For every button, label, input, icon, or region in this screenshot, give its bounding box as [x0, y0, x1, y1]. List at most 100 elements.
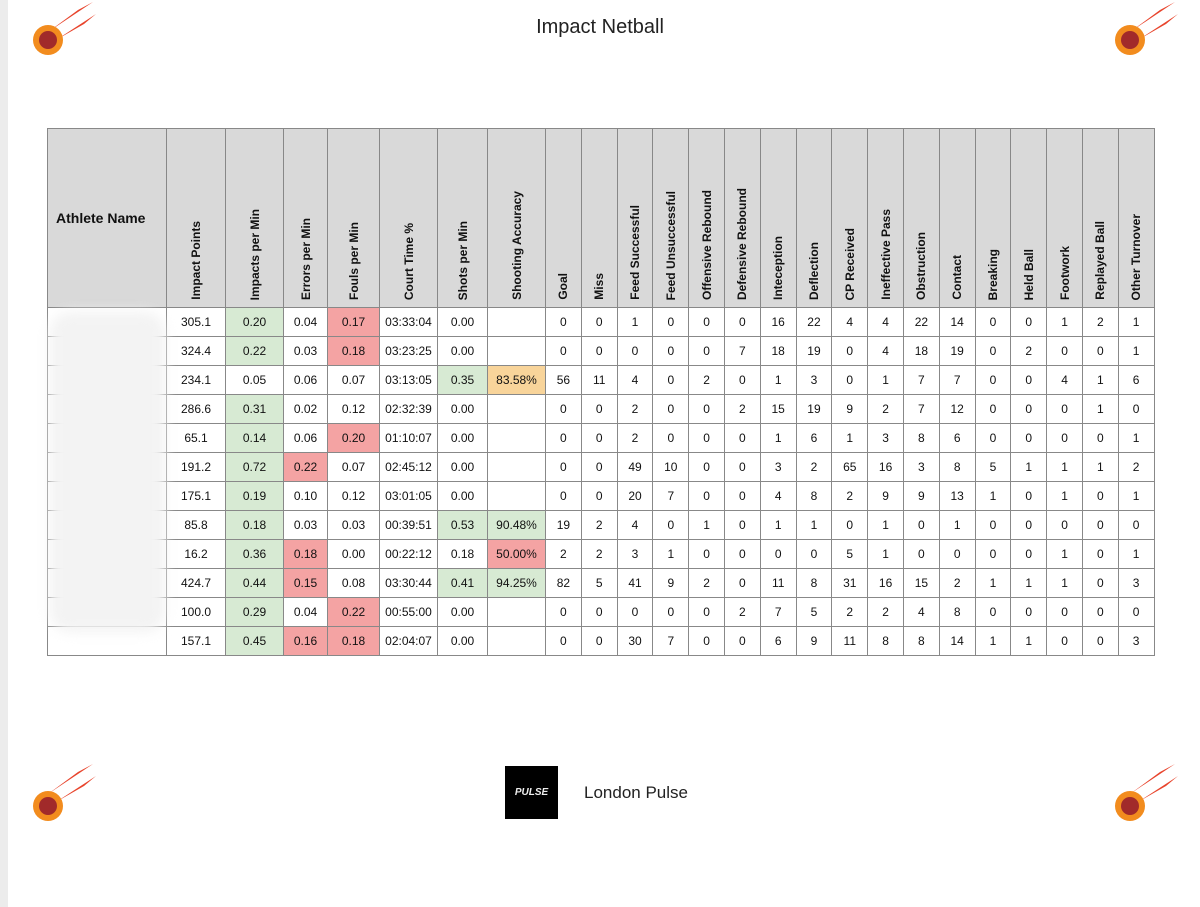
table-cell: 0	[688, 394, 725, 424]
table-cell: 100.0	[166, 597, 226, 627]
table-cell: 1	[652, 539, 690, 569]
table-cell: 0.29	[225, 597, 284, 627]
table-cell: 0.22	[327, 597, 380, 627]
column-header-text: Miss	[592, 273, 607, 300]
table-cell: 0	[545, 597, 582, 627]
table-cell: 0.14	[225, 423, 284, 453]
table-cell: 1	[759, 365, 797, 395]
table-cell: 2	[688, 365, 725, 395]
table-cell: 1	[688, 510, 725, 540]
column-header: Ineffective Pass	[867, 128, 904, 308]
table-cell: 3	[1117, 568, 1155, 598]
table-cell: 2	[616, 423, 654, 453]
table-cell: 305.1	[166, 307, 226, 337]
table-cell	[487, 626, 546, 656]
table-cell: 0	[652, 597, 690, 627]
table-cell: 3	[867, 423, 904, 453]
table-cell: 82	[545, 568, 582, 598]
table-cell: 2	[545, 539, 582, 569]
table-row: 286.6 0.31 0.02 0.12 02:32:39 0.00 0 0 2 0 0 2 15 19 9…	[47, 394, 1155, 424]
column-header: Shots per Min	[437, 128, 488, 308]
table-cell: 16	[759, 307, 797, 337]
table-cell: 0	[1081, 568, 1119, 598]
column-header: Inteception	[759, 128, 797, 308]
column-header: Athlete Name	[47, 128, 167, 308]
table-cell: 14	[938, 626, 976, 656]
table-cell: 0	[974, 597, 1012, 627]
table-cell: 1	[867, 510, 904, 540]
column-header-text: Offensive Rebound	[699, 189, 714, 300]
table-cell: 1	[1046, 568, 1083, 598]
table-cell: 0	[1081, 539, 1119, 569]
table-cell: 2	[938, 568, 976, 598]
table-cell: 1	[867, 539, 904, 569]
table-cell: 49	[616, 452, 654, 482]
table-cell: 02:32:39	[379, 394, 438, 424]
column-header: Deflection	[795, 128, 833, 308]
table-cell: 00:55:00	[379, 597, 438, 627]
table-cell: 1	[759, 423, 797, 453]
table-cell: 1	[1117, 481, 1155, 511]
table-cell: 56	[545, 365, 582, 395]
table-cell: 0	[1010, 510, 1048, 540]
table-cell: 1	[1046, 539, 1083, 569]
table-cell: 9	[795, 626, 833, 656]
table-cell: 1	[1010, 568, 1048, 598]
table-cell: 0.17	[327, 307, 380, 337]
logo-icon	[1115, 764, 1178, 821]
table-cell: 0	[1010, 539, 1048, 569]
table-cell: 1	[938, 510, 976, 540]
table-cell: 0	[723, 568, 761, 598]
table-cell: 0	[688, 336, 725, 366]
table-cell: 94.25%	[487, 568, 546, 598]
table-cell: 4	[616, 510, 654, 540]
table-cell: 0	[688, 452, 725, 482]
table-cell: 0	[723, 510, 761, 540]
table-row: 424.7 0.44 0.15 0.08 03:30:44 0.41 94.25% 82 5 41…	[47, 568, 1155, 598]
table-cell: 1	[1010, 626, 1048, 656]
column-header: Court Time %	[379, 128, 438, 308]
table-cell: 02:45:12	[379, 452, 438, 482]
table-cell: 85.8	[166, 510, 226, 540]
table-cell: 0	[1081, 510, 1119, 540]
table-cell: 4	[867, 307, 904, 337]
table-cell: 0	[902, 510, 940, 540]
table-cell: 0	[688, 481, 725, 511]
table-cell: 01:10:07	[379, 423, 438, 453]
table-cell: 0	[1081, 423, 1119, 453]
table-cell: 0	[616, 597, 654, 627]
table-cell: 0	[580, 626, 618, 656]
table-cell: 2	[580, 510, 618, 540]
table-cell: 0	[1117, 394, 1155, 424]
column-header: Impact Points	[166, 128, 226, 308]
table-cell: 9	[902, 481, 940, 511]
table-cell: 65.1	[166, 423, 226, 453]
team-name: London Pulse	[584, 782, 688, 802]
table-cell: 0	[723, 307, 761, 337]
table-cell: 0.05	[225, 365, 284, 395]
table-cell: 1	[1117, 539, 1155, 569]
table-cell: 0	[580, 452, 618, 482]
table-cell: 0	[580, 336, 618, 366]
table-cell: 03:01:05	[379, 481, 438, 511]
table-cell: 0.00	[327, 539, 380, 569]
table-cell: 90.48%	[487, 510, 546, 540]
table-row: 157.1 0.45 0.16 0.18 02:04:07 0.00 0 0 30 7 0 0 6 9 11…	[47, 626, 1155, 656]
table-cell: 8	[795, 481, 833, 511]
table-cell: 0.06	[283, 365, 328, 395]
table-cell: 2	[1010, 336, 1048, 366]
table-cell	[487, 336, 546, 366]
table-cell: 0	[974, 307, 1012, 337]
table-cell: 0	[545, 626, 582, 656]
table-cell: 0.00	[437, 481, 488, 511]
table-cell: 7	[902, 365, 940, 395]
table-cell: 5	[831, 539, 869, 569]
table-cell: 7	[902, 394, 940, 424]
column-header: Errors per Min	[283, 128, 328, 308]
table-cell: 0	[759, 539, 797, 569]
column-header-text: Other Turnover	[1129, 213, 1144, 300]
table-cell: 0	[974, 336, 1012, 366]
table-cell: 424.7	[166, 568, 226, 598]
column-header: Impacts per Min	[225, 128, 284, 308]
table-cell: 0.10	[283, 481, 328, 511]
